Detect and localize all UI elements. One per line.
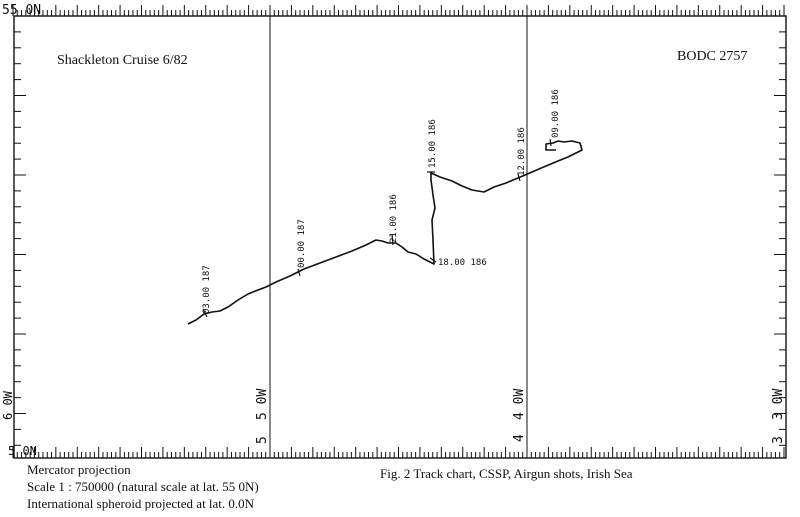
track-label-1800-186: 18.00 186 <box>438 258 487 268</box>
map-frame <box>13 15 787 459</box>
graticule-ticks <box>12 5 786 458</box>
track-label-1200-186: 12.00 186 <box>517 127 527 176</box>
track-label-1500-186: 15.00 186 <box>428 119 438 168</box>
meridian-4w-number: 4 <box>512 434 527 442</box>
right-edge-lon-number: 3 <box>771 436 786 444</box>
projection-caption: Mercator projection <box>27 462 131 477</box>
bottom-left-lat-label: 5 0N <box>8 444 37 458</box>
scale-caption: Scale 1 : 750000 (natural scale at lat. … <box>27 479 259 494</box>
meridian-5w-label: 5 0W <box>255 389 270 420</box>
track-label-0000-187: 00.00 187 <box>297 219 307 268</box>
top-left-lat-label: 55 0N <box>2 3 41 18</box>
cruise-title: Shackleton Cruise 6/82 <box>57 53 188 68</box>
bodc-reference: BODC 2757 <box>677 49 747 64</box>
meridian-5w-number: 5 <box>255 436 270 444</box>
track-hour-ticks <box>202 138 552 318</box>
left-edge-lon-label: 6 0W <box>1 390 15 420</box>
track-label-0300-187: 03.00 187 <box>202 265 212 314</box>
spheroid-caption: International spheroid projected at lat.… <box>27 496 255 511</box>
right-edge-lon-label: 3 0W <box>771 389 786 420</box>
ship-track <box>187 140 583 325</box>
figure-caption: Fig. 2 Track chart, CSSP, Airgun shots, … <box>380 466 633 481</box>
meridian-4w-label: 4 0W <box>512 389 527 420</box>
track-label-0900-186: 09.00 186 <box>551 89 561 138</box>
track-label-2100-186: 21.00 186 <box>389 194 399 243</box>
